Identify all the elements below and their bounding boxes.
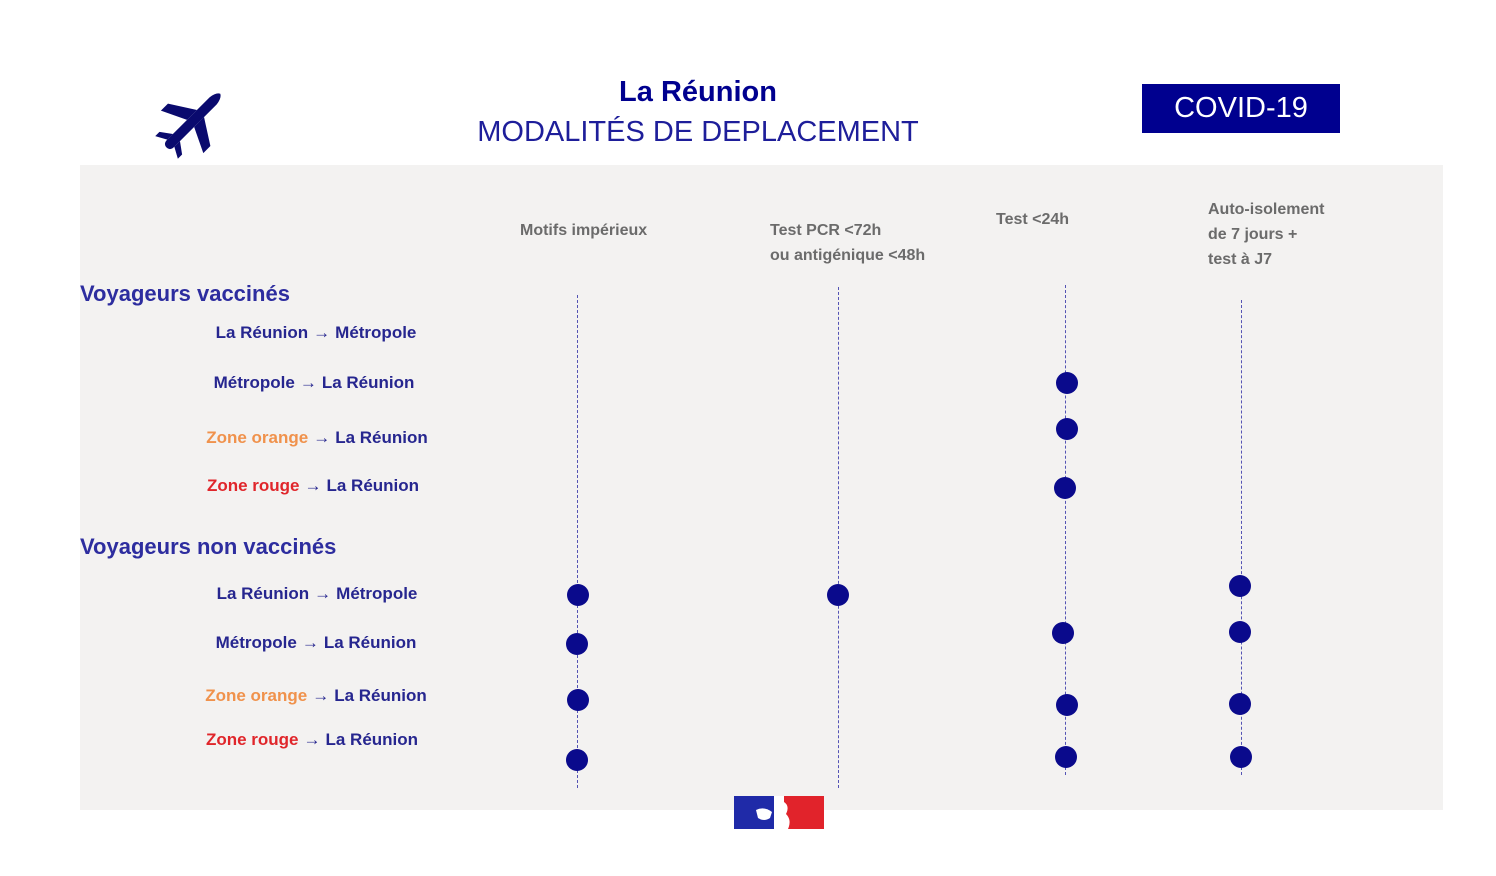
route-origin: La Réunion — [216, 584, 310, 603]
arrow-icon: → — [304, 476, 322, 495]
route-destination: La Réunion — [323, 633, 417, 652]
requirement-dot — [1229, 693, 1251, 715]
route-label: Zone orange → La Réunion — [156, 686, 476, 706]
arrow-icon: → — [313, 428, 331, 447]
route-destination: Métropole — [336, 584, 418, 603]
route-origin: Zone rouge — [205, 730, 299, 749]
requirement-dot — [1056, 418, 1078, 440]
route-destination: Métropole — [335, 323, 417, 342]
arrow-icon: → — [299, 373, 317, 392]
requirement-dot — [567, 584, 589, 606]
requirement-dot — [1055, 746, 1077, 768]
arrow-icon: → — [301, 633, 319, 652]
page-title: La Réunion — [619, 76, 777, 108]
route-destination: La Réunion — [326, 476, 420, 495]
route-origin: Métropole — [213, 373, 295, 392]
route-label: Zone rouge → La Réunion — [152, 730, 472, 750]
route-label: La Réunion → Métropole — [156, 323, 476, 343]
route-label: Zone rouge → La Réunion — [153, 476, 473, 496]
route-destination: La Réunion — [321, 373, 415, 392]
route-origin: Zone orange — [205, 686, 308, 705]
column-header-line: Test <24h — [996, 211, 1070, 228]
requirement-dot — [1229, 575, 1251, 597]
requirement-dot — [566, 633, 588, 655]
column-header-motifs: Motifs impérieux — [520, 218, 647, 243]
covid-badge: COVID-19 — [1142, 84, 1340, 133]
column-header-line: Motifs impérieux — [520, 222, 648, 239]
column-header-test-pcr: Test PCR <72h ou antigénique <48h — [770, 218, 925, 268]
column-header-line: test à J7 — [1208, 251, 1273, 268]
column-header-auto-isolement: Auto-isolement de 7 jours + test à J7 — [1208, 197, 1324, 272]
requirement-dot — [1056, 372, 1078, 394]
section-title-vaccinated: Voyageurs vaccinés — [80, 281, 290, 306]
column-header-line: Auto-isolement — [1208, 201, 1325, 218]
arrow-icon: → — [313, 323, 331, 342]
requirement-dot — [1056, 694, 1078, 716]
route-origin: La Réunion — [215, 323, 309, 342]
route-label: Zone orange → La Réunion — [157, 428, 477, 448]
page-subtitle: MODALITÉS DE DEPLACEMENT — [477, 116, 919, 148]
requirement-dot — [1054, 477, 1076, 499]
requirement-dot — [1229, 621, 1251, 643]
travel-rules-panel — [80, 165, 1443, 810]
airplane-icon — [152, 85, 232, 159]
requirement-dot — [827, 584, 849, 606]
requirement-dot — [1230, 746, 1252, 768]
column-header-line: ou antigénique <48h — [770, 247, 926, 264]
column-line-test-24h — [1065, 285, 1066, 775]
column-line-test-pcr — [838, 287, 839, 788]
column-line-motifs — [577, 295, 578, 788]
route-label: La Réunion → Métropole — [157, 584, 477, 604]
arrow-icon: → — [314, 584, 332, 603]
route-origin: Zone orange — [206, 428, 309, 447]
column-header-test-24h: Test <24h — [996, 207, 1069, 232]
arrow-icon: → — [312, 686, 330, 705]
route-origin: Zone rouge — [206, 476, 300, 495]
route-label: Métropole → La Réunion — [156, 633, 476, 653]
route-label: Métropole → La Réunion — [154, 373, 474, 393]
requirement-dot — [1052, 622, 1074, 644]
column-header-line: de 7 jours + — [1208, 226, 1298, 243]
requirement-dot — [566, 749, 588, 771]
arrow-icon: → — [303, 730, 321, 749]
section-title-unvaccinated: Voyageurs non vaccinés — [80, 534, 337, 559]
route-destination: La Réunion — [325, 730, 419, 749]
requirement-dot — [567, 689, 589, 711]
route-destination: La Réunion — [334, 686, 427, 705]
marianne-flag-logo — [734, 796, 824, 829]
column-line-auto-isolement — [1241, 300, 1242, 775]
route-origin: Métropole — [215, 633, 297, 652]
column-header-line: Test PCR <72h — [770, 222, 882, 239]
route-destination: La Réunion — [335, 428, 428, 447]
